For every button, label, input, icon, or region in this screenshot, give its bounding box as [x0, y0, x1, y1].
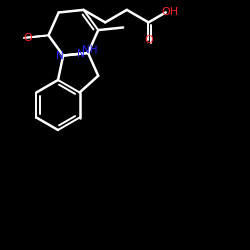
- Text: OH: OH: [161, 7, 178, 17]
- Text: O: O: [23, 32, 32, 42]
- Text: O: O: [144, 35, 153, 45]
- Text: N: N: [56, 50, 64, 60]
- Text: N: N: [77, 49, 84, 59]
- Text: NH: NH: [82, 45, 98, 55]
